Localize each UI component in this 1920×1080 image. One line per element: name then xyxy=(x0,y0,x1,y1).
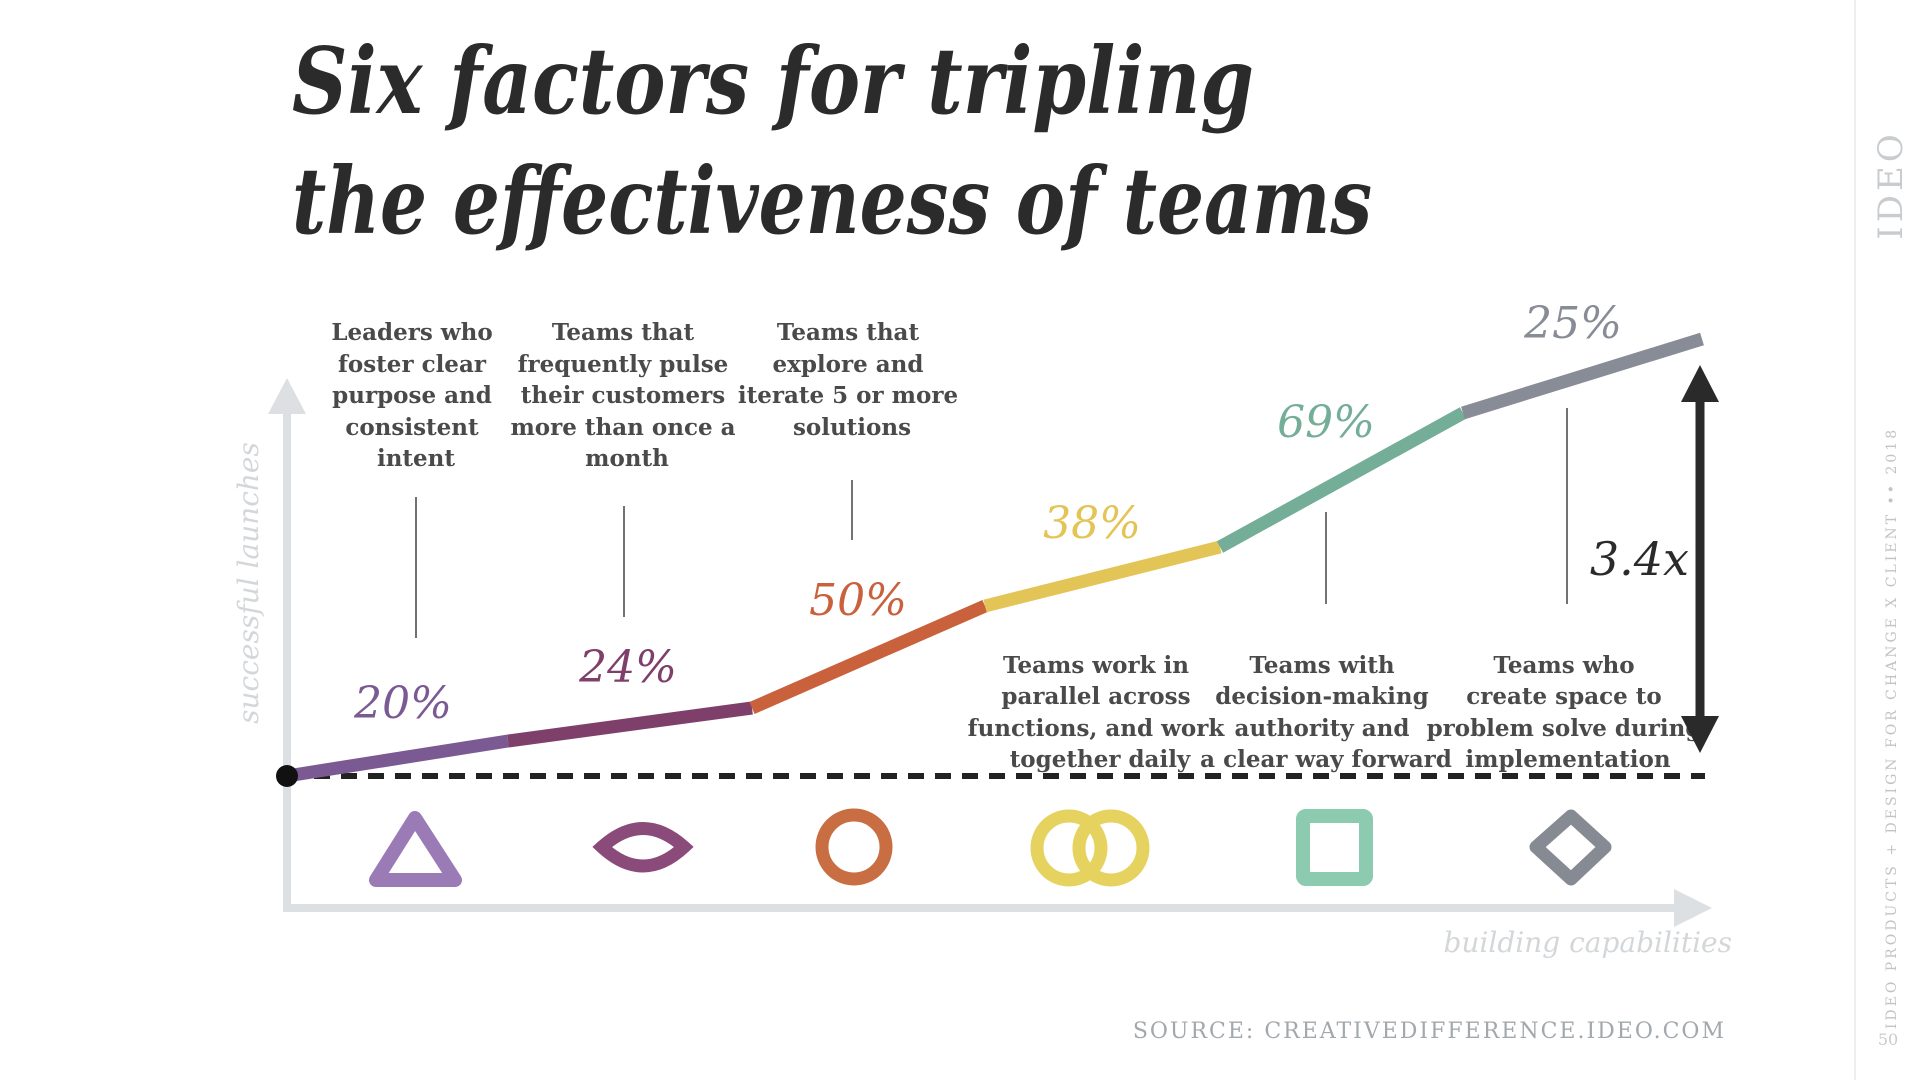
connectors xyxy=(415,408,1568,638)
triangle-icon xyxy=(369,811,462,887)
multiplier-arrow xyxy=(1681,365,1719,753)
eye-icon xyxy=(592,822,694,873)
x-axis-label: building capabilities xyxy=(1443,926,1732,959)
source-note: SOURCE: CREATIVEDIFFERENCE.IDEO.COM xyxy=(1133,1019,1726,1044)
factor-3-description: Teams that explore and iterate 5 or more… xyxy=(738,319,966,441)
percent-label-3: 50% xyxy=(809,575,907,626)
percent-label-5: 69% xyxy=(1277,397,1375,448)
factor-4-description: Teams work in parallel across functions,… xyxy=(968,652,1233,773)
origin-dot xyxy=(276,765,298,787)
page-number: 50 xyxy=(1878,1030,1898,1049)
factor-2-description: Teams that frequently pulse their custom… xyxy=(510,319,743,472)
title-line-1: Six factors for tripling xyxy=(292,27,1254,135)
factor-6-description: Teams who create space to problem solve … xyxy=(1427,652,1710,773)
square-icon xyxy=(1296,809,1373,886)
segment-2 xyxy=(507,701,753,748)
x-axis xyxy=(283,889,1712,927)
factor-1-description: Leaders who foster clear purpose and con… xyxy=(331,319,500,472)
y-axis xyxy=(268,378,306,912)
footer-text: IDEO PRODUCTS + DESIGN FOR CHANGE X CLIE… xyxy=(1884,427,1900,1029)
segment-1 xyxy=(285,734,510,783)
factor-5-description: Teams with decision-making authority and… xyxy=(1200,652,1452,773)
title-line-2: the effectiveness of teams xyxy=(292,147,1372,255)
percent-label-1: 20% xyxy=(353,678,452,729)
interlocking-rings-icon xyxy=(1030,809,1150,887)
segment-5 xyxy=(1216,407,1467,553)
segment-3 xyxy=(749,600,988,714)
percent-label-4: 38% xyxy=(1043,498,1141,549)
growth-line xyxy=(285,332,1704,783)
y-axis-label: successful launches xyxy=(232,442,265,724)
brand-logo: IDEO xyxy=(1871,130,1911,239)
percent-label-2: 24% xyxy=(578,642,677,693)
percent-label-6: 25% xyxy=(1523,298,1622,349)
circle-icon xyxy=(815,808,893,886)
diamond-icon xyxy=(1529,809,1612,886)
multiplier-label: 3.4x xyxy=(1590,532,1689,586)
segment-6 xyxy=(1461,332,1704,420)
segment-4 xyxy=(983,540,1222,613)
